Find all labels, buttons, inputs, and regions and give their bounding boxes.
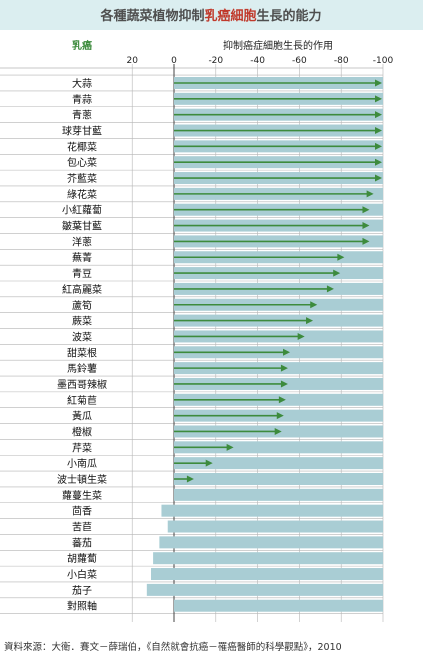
- category-label: 蘿蔓生菜: [62, 489, 102, 502]
- category-label: 對照軸: [67, 600, 97, 613]
- category-label: 馬鈴薯: [67, 362, 97, 375]
- bar: [174, 457, 383, 470]
- category-label: 花椰菜: [67, 140, 97, 153]
- bar: [174, 599, 383, 612]
- arrow-head: [366, 190, 374, 198]
- category-label: 紅高麗菜: [62, 283, 102, 296]
- category-label: 胡蘿蔔: [67, 552, 97, 565]
- arrow-head: [375, 95, 382, 103]
- bar: [167, 520, 383, 533]
- bar: [174, 488, 383, 501]
- arrow-head: [186, 475, 194, 483]
- arrow-head: [297, 332, 305, 340]
- category-label: 小南瓜: [67, 457, 97, 470]
- x-tick-label: 0: [171, 56, 177, 66]
- arrow-head: [362, 237, 370, 245]
- category-label: 橙椒: [72, 425, 92, 438]
- arrow-head: [375, 174, 382, 182]
- chart-title-part-3: 生長的能力: [257, 8, 322, 24]
- x-tick-label: -80: [334, 56, 349, 66]
- bar: [174, 473, 383, 485]
- x-tick-label: -100: [373, 56, 394, 66]
- category-label: 波菜: [72, 330, 92, 343]
- x-tick-label: -20: [208, 56, 223, 66]
- chart-title: 各種蔬菜植物抑制乳癌細胞生長的能力: [99, 8, 321, 24]
- arrow-head: [306, 317, 314, 325]
- category-label: 蘆筍: [72, 299, 92, 312]
- arrow-head: [310, 301, 318, 309]
- x-tick-labels: 20 0 -20 -40 -60 -80 -100: [126, 56, 393, 66]
- chart-title-part-1: 各種蔬菜植物抑制: [99, 8, 204, 24]
- arrows: [174, 79, 382, 483]
- category-label: 蕪菁: [72, 251, 92, 264]
- category-label: 小白菜: [67, 568, 97, 581]
- category-label: 青蔥: [72, 109, 92, 122]
- category-label: 苦苣: [72, 521, 92, 534]
- x-tick-label: -60: [292, 56, 307, 66]
- title-band: [0, 0, 423, 30]
- category-label: 青豆: [72, 267, 92, 280]
- x-tick-label: -40: [250, 56, 265, 66]
- bar: [161, 504, 383, 517]
- category-label: 紅菊苣: [67, 395, 97, 407]
- arrow-head: [276, 412, 284, 420]
- category-label: 茄子: [72, 584, 92, 597]
- category-label: 小紅蘿蔔: [62, 204, 102, 217]
- category-label: 甜菜根: [67, 346, 97, 359]
- arrow-head: [283, 348, 291, 356]
- category-label: 波士頓生菜: [57, 473, 107, 486]
- category-label: 綠花菜: [67, 188, 97, 201]
- arrow-head: [375, 127, 382, 135]
- bar: [159, 536, 383, 549]
- arrow-head: [278, 396, 286, 404]
- arrow-head: [326, 285, 334, 293]
- category-label: 墨西哥辣椒: [57, 378, 107, 391]
- category-label: 皺葉甘藍: [62, 220, 102, 233]
- bar: [146, 583, 383, 596]
- bar: [153, 552, 383, 565]
- arrow-head: [362, 222, 370, 230]
- category-label: 茴香: [72, 506, 92, 518]
- arrow-head: [333, 269, 341, 277]
- category-label: 蕃茄: [72, 536, 92, 549]
- bar: [151, 568, 383, 581]
- chart-title-highlight: 乳癌細胞: [204, 8, 256, 24]
- arrow-head: [274, 427, 282, 435]
- source-note: 資料來源：大衛．賽文－薛瑞伯，《自然就會抗癌－罹癌醫師的科學觀點》，2010: [4, 641, 342, 653]
- category-label: 球芽甘藍: [62, 125, 102, 138]
- arrow-head: [375, 111, 382, 119]
- category-label: 青蒜: [72, 93, 92, 106]
- arrow-head: [280, 380, 288, 388]
- arrow-head: [375, 142, 382, 150]
- category-label: 芥藍菜: [67, 172, 97, 185]
- arrow-head: [375, 158, 382, 166]
- category-label: 包心菜: [67, 156, 97, 169]
- arrow-head: [375, 79, 382, 87]
- category-label: 蕨菜: [72, 316, 92, 328]
- category-label: 芹菜: [72, 442, 92, 454]
- arrow-head: [337, 253, 345, 261]
- bar: [174, 441, 383, 454]
- category-label: 洋蔥: [72, 235, 92, 248]
- category-label: 黃瓜: [72, 410, 92, 423]
- arrow-head: [280, 364, 288, 372]
- category-labels: 大蒜青蒜青蔥球芽甘藍花椰菜包心菜芥藍菜綠花菜小紅蘿蔔皺葉甘藍洋蔥蕪菁青豆紅高麗菜…: [57, 77, 107, 613]
- arrow-head: [362, 206, 370, 214]
- row-header: 乳癌: [72, 39, 92, 52]
- arrow-head: [205, 459, 213, 467]
- x-axis-label: 抑制癌症細胞生長的作用: [223, 39, 333, 52]
- category-label: 大蒜: [72, 77, 92, 90]
- arrow-head: [226, 443, 234, 451]
- x-tick-label: 20: [126, 56, 138, 66]
